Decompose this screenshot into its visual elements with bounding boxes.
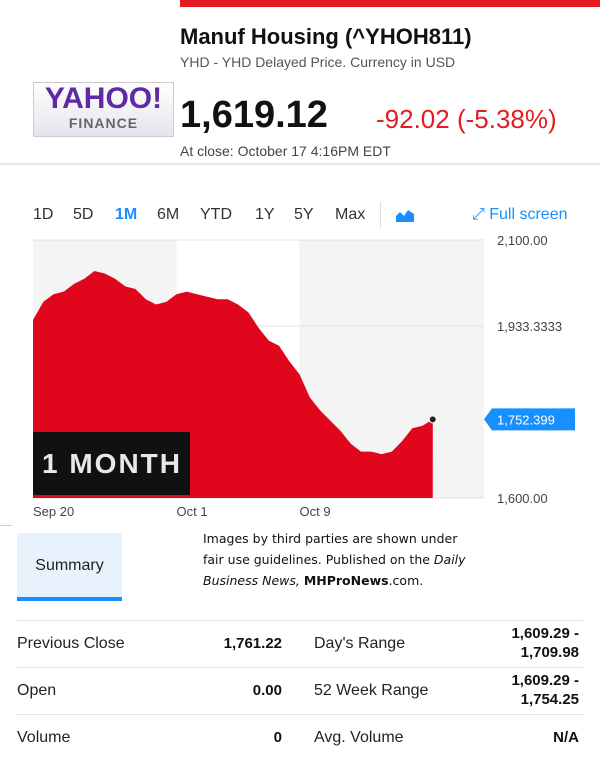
x-tick-label: Oct 1 [177,504,208,519]
notice-line: Business News, MHProNews.com. [203,570,466,591]
label: Avg. Volume [314,729,404,746]
close-time: At close: October 17 4:16PM EDT [180,143,391,159]
range-button[interactable]: Max [335,206,366,223]
overlay-box [33,432,190,495]
logo-text: YAHOO! [44,82,163,115]
tab-label[interactable]: Summary [35,557,104,574]
range-button[interactable]: YTD [200,206,232,223]
range-button[interactable]: 6M [157,206,180,223]
label: Open [17,682,57,699]
value: 1,709.98 [520,644,579,661]
value: 0.00 [252,682,282,699]
value: 0 [273,729,282,746]
notice-text: Business News, [203,573,304,588]
range-button[interactable]: 1M [115,206,138,223]
chart-type-icon[interactable] [396,208,414,222]
notice-text: Daily [433,552,466,567]
value: 1,609.29 - [511,625,579,642]
last-point [428,415,437,424]
notice-line: fair use guidelines. Published on the Da… [203,549,466,570]
x-tick-label: Oct 9 [300,504,331,519]
logo-sub: FINANCE [68,115,139,131]
overlay-text: 1 MONTH [42,448,180,479]
chart: 1,600.00 1,933.3333 2,100.00 Sep 20 Oct 1 Oct… [33,233,575,519]
range-button[interactable]: 1D [33,206,54,223]
label: Previous Close [17,635,125,652]
price-tag [484,408,575,431]
separator [380,202,381,228]
title: Manuf Housing (^YHOH811) [180,24,472,49]
row-line [17,667,583,668]
notice-text: fair use guidelines. Published on the [203,552,434,567]
full-screen-label[interactable]: Full screen [489,206,568,223]
value: 1,754.25 [520,691,579,708]
divider [0,163,600,165]
price: 1,619.12 [180,94,328,136]
label: Day's Range [314,635,406,652]
value: 1,609.29 - [511,672,579,689]
summary-tab[interactable]: Summary [17,533,122,601]
x-tick-label: Sep 20 [33,504,74,519]
row-line [17,714,583,715]
label: Volume [17,729,71,746]
change: -92.02 (-5.38%) [376,104,557,134]
row-line [17,620,583,621]
value: 1,761.22 [223,635,282,652]
notice-line: Images by third parties are shown under [203,531,458,546]
logo: YAHOO! FINANCE [33,82,174,137]
price-tag-label: 1,752.399 [497,412,555,427]
value: N/A [553,729,579,746]
y-tick-label: 2,100.00 [497,233,548,248]
notice: Images by third parties are shown under … [203,528,466,591]
full-screen[interactable]: ⤢ Full screen [472,206,568,223]
y-tick-label: 1,600.00 [497,491,548,506]
range-button[interactable]: 1Y [255,206,275,223]
subtitle: YHD - YHD Delayed Price. Currency in USD [180,54,456,70]
label: 52 Week Range [314,682,429,699]
y-tick-label: 1,933.3333 [497,319,562,334]
notice-text: MHProNews [303,573,389,588]
rule [0,525,12,526]
range-button[interactable]: 5D [73,206,94,223]
range-button[interactable]: 5Y [294,206,314,223]
top-bar [180,0,600,7]
notice-text: .com. [388,573,424,588]
